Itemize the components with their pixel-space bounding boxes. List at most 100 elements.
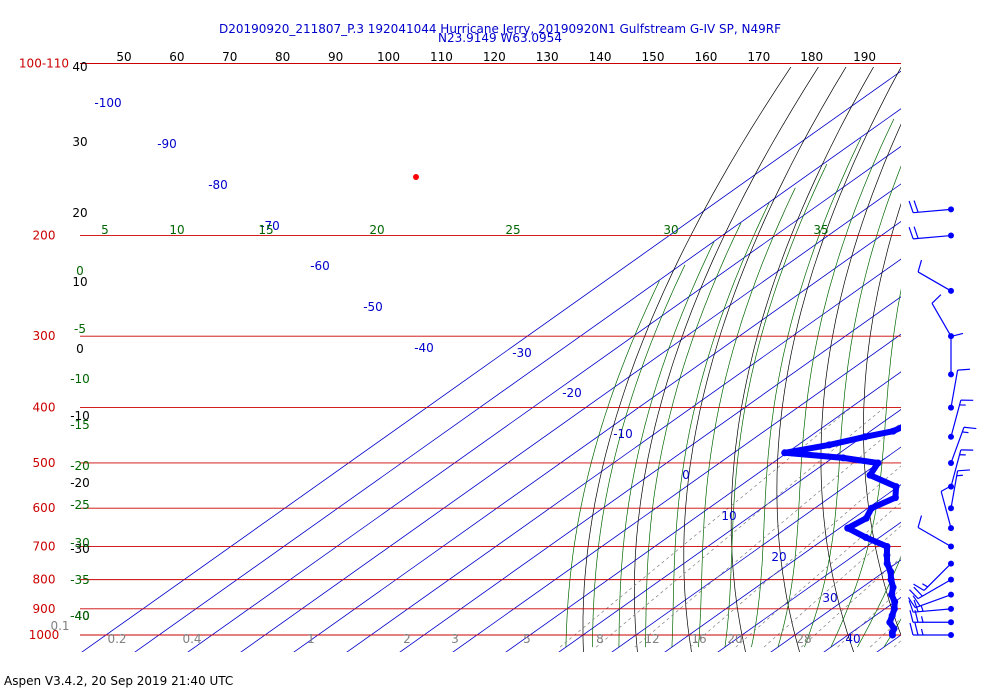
moist-adiabat-lines [565, 64, 1000, 648]
isotherm-label: -70 [260, 219, 280, 233]
isotherm-label: -50 [363, 300, 383, 314]
wind-barb [948, 426, 977, 466]
temperature-point [974, 483, 981, 490]
isotherm-label: 40 [845, 632, 860, 646]
temperature-point [962, 505, 969, 512]
top-axis-label: 150 [642, 50, 665, 64]
mixing-ratio-line [735, 502, 901, 648]
pressure-label: 1000 [29, 628, 60, 642]
moist-adiabat-line [883, 618, 901, 648]
dry-adiabat-line [634, 67, 819, 652]
isotherm-line [293, 221, 901, 652]
isotherm-line [134, 108, 901, 652]
dry-adiabat-line [863, 203, 901, 637]
wind-barb [948, 469, 970, 512]
moist-adiabat-line [990, 64, 1000, 648]
moist-adiabat-label: 15 [258, 223, 273, 237]
top-axis-label: 90 [328, 50, 343, 64]
dewpoint-point [889, 427, 897, 435]
pressure-label: 400 [33, 401, 56, 415]
dewpoint-point [889, 583, 897, 591]
isotherm-label: -100 [94, 96, 121, 110]
dewpoint-point [962, 292, 969, 299]
isotherm-label: -40 [414, 341, 434, 355]
dewpoint-point [982, 261, 989, 268]
dry-adiabat-label: 20 [72, 206, 87, 220]
isotherm-line [717, 521, 901, 652]
wind-barb [908, 200, 954, 214]
dewpoint-point [959, 356, 966, 363]
isotherm-line [187, 145, 901, 652]
wind-barb-flag [909, 622, 914, 636]
top-axis-label: 140 [589, 50, 612, 64]
mixing-ratio-label: 0.2 [107, 632, 126, 646]
sounding-profiles [413, 174, 1000, 639]
mixing-ratio-label: 2 [403, 632, 411, 646]
isotherm-line [240, 183, 901, 652]
wind-barb-flag [957, 368, 970, 371]
top-axis-label: 160 [694, 50, 717, 64]
top-axis-label: 110 [430, 50, 453, 64]
wind-barb-staff [917, 526, 952, 547]
dewpoint-point [908, 419, 915, 426]
dry-adiabat-lines [582, 67, 901, 652]
temperature-point [931, 591, 938, 598]
dewpoint-point [892, 483, 900, 491]
temperature-point [413, 174, 419, 180]
dewpoint-point [825, 441, 833, 449]
wind-barb [948, 399, 974, 440]
dewpoint-point [887, 576, 895, 584]
temperature-point [939, 576, 946, 583]
dewpoint-point [890, 625, 898, 633]
isotherm-label: -20 [562, 386, 582, 400]
wind-barb-flag [917, 515, 923, 528]
isotherm-label: 30 [822, 591, 837, 605]
wind-barb-flag [913, 226, 919, 239]
temperature-point [929, 612, 936, 619]
dewpoint-point [891, 494, 899, 502]
mixing-ratio-label: 0.1 [50, 619, 69, 633]
dewpoint-point [891, 598, 899, 606]
dewpoint-point [839, 454, 847, 462]
wind-barb-staff [917, 271, 952, 292]
dry-adiabat-label: 0 [76, 342, 84, 356]
wind-barb-flag [909, 589, 919, 600]
pressure-label: 500 [33, 456, 56, 470]
mixing-ratio-label: 12 [644, 632, 659, 646]
dewpoint-point [954, 341, 961, 348]
dry-adiabat-label: -20 [70, 476, 90, 490]
moist-adiabat-line [937, 64, 1000, 648]
top-axis-label: 100 [377, 50, 400, 64]
dry-adiabat-label: -10 [70, 409, 90, 423]
isotherm-line [505, 371, 901, 652]
moist-adiabat-label: -35 [70, 573, 90, 587]
wind-barb [908, 226, 954, 240]
moist-adiabat-label: 20 [369, 223, 384, 237]
dewpoint-point [861, 433, 869, 441]
dewpoint-point [888, 612, 896, 620]
temperature-point [959, 525, 966, 532]
wind-barb-flag [912, 595, 921, 607]
moist-adiabat-label: -30 [70, 536, 90, 550]
wind-barb [948, 332, 964, 378]
mixing-ratio-line [689, 465, 901, 648]
dewpoint-point [962, 244, 969, 251]
mixing-ratio-line [559, 407, 852, 648]
dewpoint-point [883, 543, 891, 550]
temperature-point [960, 515, 967, 522]
wind-barb-flag [957, 469, 970, 472]
isotherm-label: 0 [682, 468, 690, 482]
moist-adiabat-label: -10 [70, 372, 90, 386]
top-axis-label: 190 [853, 50, 876, 64]
isotherm-line [611, 446, 901, 652]
wind-barb-flag [913, 200, 919, 213]
isotherm-label: -30 [512, 346, 532, 360]
isotherm-label: -80 [208, 178, 228, 192]
moist-adiabat-label: 25 [505, 223, 520, 237]
pressure-label: 200 [33, 229, 56, 243]
isotherm-label: 20 [771, 550, 786, 564]
isotherm-line [399, 296, 901, 652]
temperature-point [994, 460, 1000, 467]
wind-barb-flag [962, 431, 969, 434]
